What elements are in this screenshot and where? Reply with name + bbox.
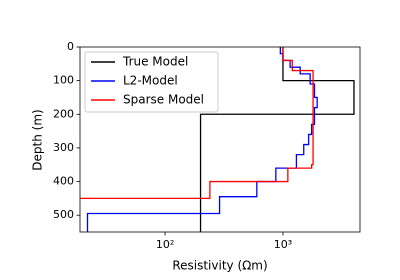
y-tick-label: 500 <box>53 208 74 221</box>
x-axis-label: Resistivity (Ωm) <box>172 259 267 273</box>
y-axis-label: Depth (m) <box>31 109 45 170</box>
y-tick-label: 0 <box>67 40 74 53</box>
y-tick-label: 100 <box>53 74 74 87</box>
x-tick-label: 10² <box>156 238 174 251</box>
series-line <box>80 47 314 200</box>
y-tick-label: 400 <box>53 175 74 188</box>
legend-label: L2-Model <box>123 74 178 88</box>
legend-label: Sparse Model <box>123 93 204 107</box>
y-tick-label: 200 <box>53 107 74 120</box>
y-tick-label: 300 <box>53 141 74 154</box>
legend-box <box>84 51 219 113</box>
legend-label: True Model <box>122 55 188 69</box>
x-tick-label: 10³ <box>274 238 292 251</box>
plot-frame <box>79 46 361 233</box>
series-line <box>199 47 355 232</box>
